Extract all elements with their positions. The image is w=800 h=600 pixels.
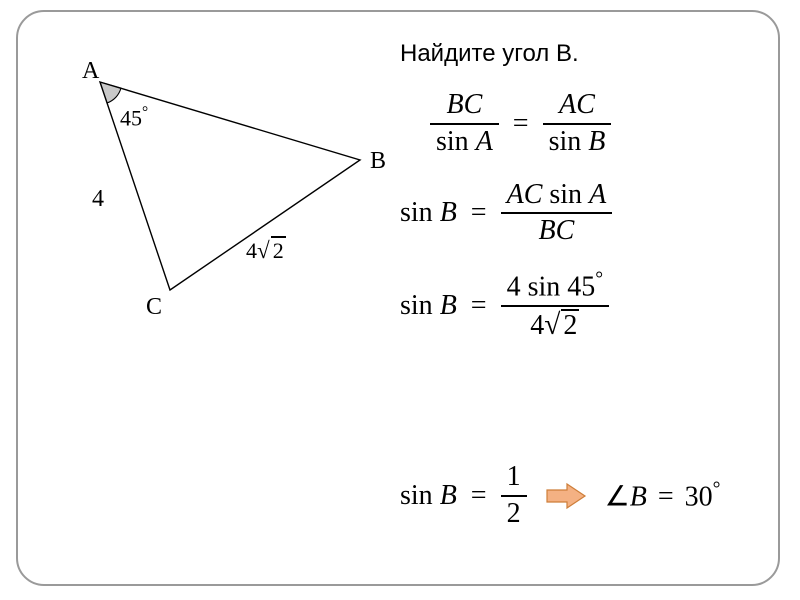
eq1-left-frac: BC sin A [430, 90, 499, 158]
eq4-den: 2 [501, 499, 527, 530]
equations-column: BC sin A = AC sin B sin B = [400, 90, 760, 342]
side-bc-radicand: 2 [271, 236, 286, 264]
eq2-rhs-frac: AC sin A BC [501, 180, 613, 248]
side-ac-label: 4 [92, 186, 104, 213]
angle-a-value: 45 [120, 105, 142, 130]
equation-3: sin B = 4 sin 45° 4√2 [400, 269, 609, 342]
eq1-equals: = [509, 108, 533, 140]
eq2-equals: = [467, 197, 491, 229]
eq3-num: 4 sin 45° [501, 269, 610, 303]
sqrt-icon-eq3: √2 [544, 309, 579, 342]
eq2-den: BC [532, 216, 580, 247]
equation-2: sin B = AC sin A BC [400, 180, 612, 248]
vertex-label-b: B [370, 148, 386, 175]
degree-symbol: ° [142, 104, 148, 121]
eq3-den: 4√2 [524, 309, 585, 342]
triangle-figure: A B C 45° 4 4√2 [60, 60, 380, 330]
problem-title: Найдите угол В. [400, 40, 579, 68]
eq2-num: AC sin A [501, 180, 613, 211]
side-bc-label: 4√2 [246, 236, 286, 264]
result-angle: ∠B = 30° [605, 479, 721, 513]
equation-4: sin B = 1 2 [400, 462, 527, 530]
equation-1: BC sin A = AC sin B [430, 90, 611, 158]
eq4-lhs: sin B [400, 480, 457, 512]
eq1-left-den: sin A [430, 127, 499, 158]
eq1-right-den: sin B [543, 127, 612, 158]
triangle-svg [60, 60, 400, 340]
result-row: sin B = 1 2 ∠B = 30° [400, 462, 720, 530]
vertex-label-c: C [146, 294, 162, 321]
arrow-right-icon [545, 481, 587, 511]
eq1-right-frac: AC sin B [543, 90, 612, 158]
eq4-num: 1 [501, 462, 527, 493]
eq1-right-num: AC [553, 90, 601, 121]
eq1-left-num: BC [441, 90, 489, 121]
eq3-equals: = [467, 290, 491, 322]
side-bc-coef: 4 [246, 238, 257, 263]
angle-a-label: 45° [120, 104, 148, 131]
eq4-frac: 1 2 [501, 462, 527, 530]
eq3-lhs: sin B [400, 290, 457, 322]
eq2-lhs: sin B [400, 197, 457, 229]
vertex-label-a: A [82, 58, 99, 85]
angle-symbol-icon: ∠ [605, 481, 630, 512]
sqrt-icon: √2 [257, 236, 286, 264]
eq3-rhs-frac: 4 sin 45° 4√2 [501, 269, 610, 342]
eq4-equals: = [467, 480, 491, 512]
